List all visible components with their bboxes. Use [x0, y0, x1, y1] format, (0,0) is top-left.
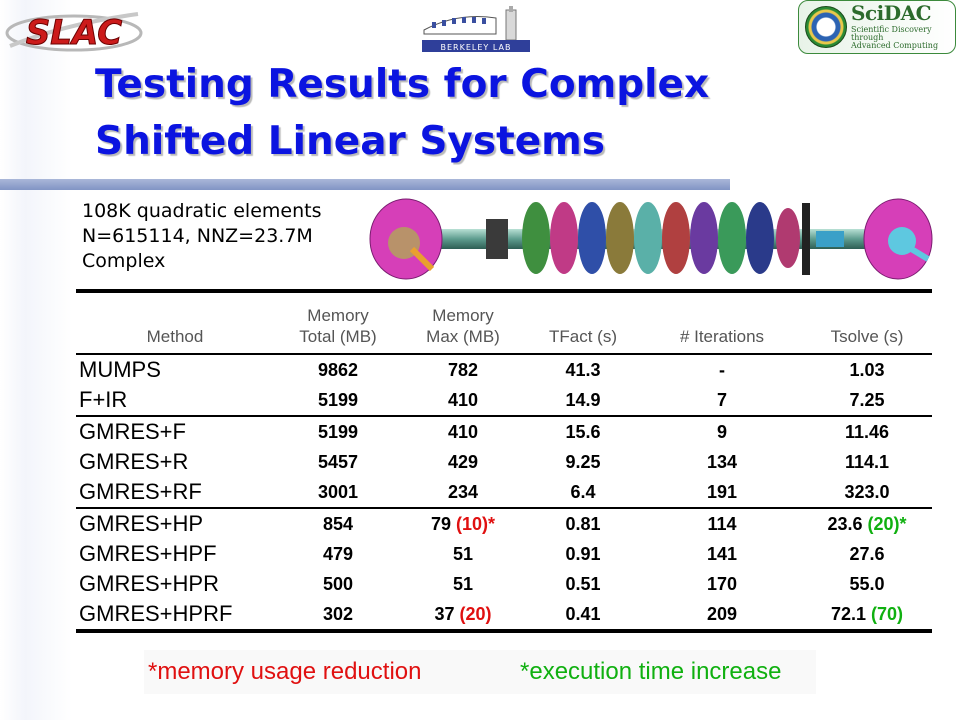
doe-seal-icon	[805, 6, 847, 48]
content-panel	[76, 193, 934, 645]
cell-tsolve: 323.0	[802, 477, 932, 509]
table-row: F+IR 5199 410 14.9 7 7.25	[76, 385, 932, 417]
cell-mem-max: 234	[402, 477, 524, 509]
cell-mem-total: 9862	[317, 359, 359, 380]
cell-method: GMRES+HP	[79, 511, 204, 536]
slac-logo-text: SLAC	[26, 13, 122, 53]
slide-title: Testing Results for Complex Shifted Line…	[95, 56, 795, 170]
cell-tsolve: 55.0	[849, 573, 885, 594]
cell-tfact: 0.81	[565, 513, 601, 534]
table-row: GMRES+HP 854 79 (10)* 0.81 114 23.6 (20)…	[76, 508, 932, 539]
column-header-tsolve: Tsolve (s)	[802, 291, 932, 355]
cell-tfact: 41.3	[565, 359, 601, 380]
cell-mem-total: 5199	[317, 421, 359, 442]
footnote-time-increase: *execution time increase	[520, 658, 782, 685]
footnote-memory-reduction: *memory usage reduction	[148, 658, 422, 685]
cell-method: F+IR	[76, 385, 274, 417]
table-row: GMRES+RF 3001 234 6.4 191 323.0	[76, 477, 932, 509]
slac-logo: SLAC	[5, 12, 143, 54]
table-row: MUMPS 9862 782 41.3 - 1.03	[76, 354, 932, 385]
cell-iterations: 114	[707, 513, 737, 534]
cell-mem-max: 410	[402, 385, 524, 417]
cell-method: GMRES+HPRF	[79, 601, 233, 626]
table-row: GMRES+HPRF 302 37 (20) 0.41 209 72.1 (70…	[76, 599, 932, 631]
cell-mem-max: 51	[452, 573, 474, 594]
column-header-memory-total: Memory Total (MB)	[274, 291, 402, 355]
cell-mem-total: 5199	[274, 385, 402, 417]
table-row: GMRES+HPR 500 51 0.51 170 55.0	[76, 569, 932, 599]
cell-mem-max: 429	[447, 451, 479, 472]
cell-iterations: 209	[706, 603, 738, 624]
cell-tfact: 0.41	[565, 603, 601, 624]
cell-mem-max: 410	[447, 421, 479, 442]
table-row: GMRES+F 5199 410 15.6 9 11.46	[76, 416, 932, 447]
cell-mem-max: 37 (20)	[434, 603, 492, 624]
cell-tfact: 0.91	[565, 543, 601, 564]
column-header-method: Method	[76, 291, 274, 355]
cell-tsolve: 11.46	[844, 421, 890, 442]
cell-iterations: 141	[706, 543, 738, 564]
cell-tsolve: 114.1	[844, 451, 890, 472]
cell-mem-max: 782	[447, 359, 479, 380]
cell-tfact: 0.51	[565, 573, 601, 594]
berkeley-lab-text: BERKELEY LAB	[441, 43, 512, 52]
column-header-memory-max: Memory Max (MB)	[402, 291, 524, 355]
cell-method: GMRES+HPR	[79, 571, 219, 596]
time-increase-note: (20)*	[867, 513, 907, 534]
cell-tsolve: 23.6 (20)*	[827, 513, 907, 534]
cell-mem-total: 5457	[317, 451, 359, 472]
cell-method: GMRES+RF	[76, 477, 274, 509]
berkeley-lab-logo: BERKELEY LAB	[422, 6, 530, 52]
footnote-bar: *memory usage reduction *execution time …	[144, 650, 816, 694]
cell-mem-max: 51	[452, 543, 474, 564]
time-increase-note: (70)	[871, 603, 904, 624]
mesh-info-line-2: N=615114, NNZ=23.7M	[82, 225, 313, 247]
cell-tsolve: 7.25	[802, 385, 932, 417]
mesh-info: 108K quadratic elements N=615114, NNZ=23…	[82, 199, 322, 274]
slide-left-band	[0, 0, 72, 720]
cell-iterations: 9	[716, 421, 727, 442]
accelerator-structure-image	[369, 198, 933, 280]
cell-mem-total: 500	[322, 573, 354, 594]
scidac-subtitle-3: Advanced Computing	[851, 41, 939, 50]
table-header-row: Method Memory Total (MB) Memory Max (MB)…	[76, 291, 932, 355]
cell-iterations: 134	[706, 451, 738, 472]
scidac-subtitle-1: Scientific Discovery	[851, 25, 932, 34]
cell-method: GMRES+HPF	[79, 541, 217, 566]
cell-iterations: -	[719, 359, 725, 380]
cell-method: MUMPS	[79, 357, 161, 382]
cell-iterations: 7	[642, 385, 802, 417]
cell-mem-total: 854	[322, 513, 354, 534]
scidac-logo: SciDAC Scientific Discovery through Adva…	[798, 0, 956, 54]
scidac-subtitle-2: through	[851, 33, 884, 42]
cell-tfact: 6.4	[524, 477, 642, 509]
mesh-info-line-3: Complex	[82, 250, 166, 272]
cell-tsolve: 72.1 (70)	[830, 603, 904, 624]
memory-reduction-note: (10)*	[456, 513, 496, 534]
cell-iterations: 191	[642, 477, 802, 509]
cell-mem-total: 3001	[274, 477, 402, 509]
slide-title-line-2: Shifted Linear Systems	[95, 119, 606, 164]
cell-iterations: 170	[706, 573, 738, 594]
table-row: GMRES+HPF 479 51 0.91 141 27.6	[76, 539, 932, 569]
cell-tfact: 14.9	[524, 385, 642, 417]
column-header-tfact: TFact (s)	[524, 291, 642, 355]
mesh-info-line-1: 108K quadratic elements	[82, 200, 322, 222]
memory-reduction-note: (20)	[459, 603, 492, 624]
results-table: Method Memory Total (MB) Memory Max (MB)…	[76, 289, 932, 633]
cell-method: GMRES+F	[79, 419, 186, 444]
title-divider	[0, 179, 730, 190]
scidac-title: SciDAC	[851, 1, 932, 25]
cell-method: GMRES+R	[79, 449, 189, 474]
cell-mem-max: 79 (10)*	[430, 513, 496, 534]
table-row: GMRES+R 5457 429 9.25 134 114.1	[76, 447, 932, 477]
column-header-iterations: # Iterations	[642, 291, 802, 355]
cell-mem-total: 302	[322, 603, 354, 624]
cell-tsolve: 1.03	[849, 359, 885, 380]
cell-mem-total: 479	[322, 543, 354, 564]
cell-tfact: 15.6	[565, 421, 601, 442]
cell-tfact: 9.25	[565, 451, 601, 472]
cell-tsolve: 27.6	[849, 543, 885, 564]
slide-title-line-1: Testing Results for Complex	[95, 62, 710, 107]
